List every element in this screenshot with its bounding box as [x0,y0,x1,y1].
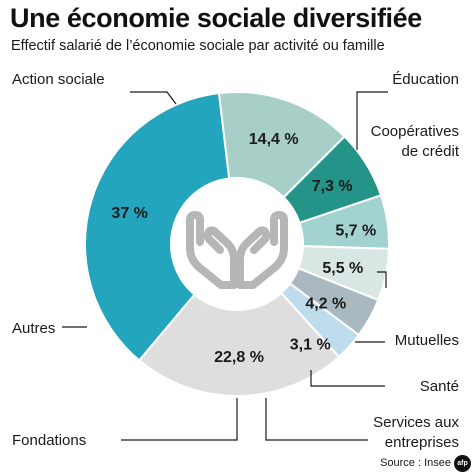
category-label-cooperatives-de-credit: Coopératives [371,123,459,140]
value-label-services-aux-entreprises: 4,2 % [305,296,346,313]
leader-line-cooperatives-de-credit [377,271,387,288]
leader-line-services-aux-entreprises [265,398,368,441]
category-label-cooperatives-de-credit: de crédit [401,143,459,160]
value-label-fondations: 3,1 % [290,336,331,353]
value-label-autres: 22,8 % [214,349,264,366]
value-label-sante: 5,5 % [322,260,363,277]
category-label-mutuelles: Mutuelles [395,332,459,349]
slice-autres [137,291,341,397]
leader-line-sante [310,370,385,387]
slice-action-sociale [84,91,231,362]
leader-line-action-sociale [130,91,177,105]
category-label-services-aux-entreprises: entreprises [385,434,459,451]
value-label-mutuelles: 5,7 % [335,223,376,240]
value-label-action-sociale: 37 % [111,205,147,222]
afp-logo: afp [454,455,471,472]
value-label-education: 14,4 % [249,131,299,148]
category-label-action-sociale: Action sociale [12,71,105,88]
slice-education [217,91,346,199]
category-label-fondations: Fondations [12,432,86,449]
chart-subtitle: Effectif salarié de l’économie sociale p… [11,38,385,54]
category-label-education: Éducation [392,71,459,88]
category-label-services-aux-entreprises: Services aux [373,414,459,431]
leader-line-education [356,91,388,150]
source-note: Source : Insee [380,457,451,469]
chart-title: Une économie sociale diversifiée [10,3,422,33]
leader-line-fondations [121,398,238,441]
category-label-sante: Santé [420,378,459,395]
value-label-cooperatives-de-credit: 7,3 % [312,178,353,195]
category-label-autres: Autres [12,320,55,337]
hands-icon [186,211,288,289]
